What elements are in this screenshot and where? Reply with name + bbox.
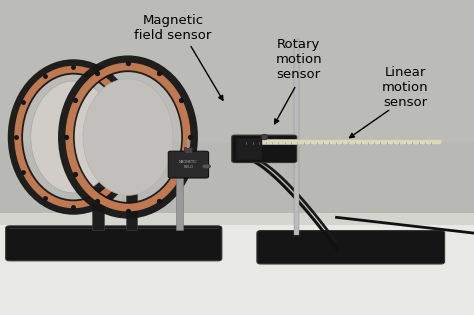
FancyBboxPatch shape	[6, 226, 222, 261]
Text: Rotary
motion
sensor: Rotary motion sensor	[275, 38, 322, 81]
Bar	[0, 213, 474, 225]
Text: MAGNETIC
FIELD: MAGNETIC FIELD	[179, 160, 198, 169]
Bar	[250, 144, 296, 150]
Bar	[176, 176, 183, 230]
Bar	[92, 173, 104, 230]
Ellipse shape	[261, 134, 268, 140]
Text: Linear
motion
sensor: Linear motion sensor	[382, 66, 428, 109]
Bar	[184, 147, 192, 153]
Bar	[236, 138, 262, 160]
Bar	[237, 139, 441, 144]
Bar	[0, 0, 474, 142]
Bar	[0, 0, 474, 220]
Bar	[92, 180, 137, 186]
FancyBboxPatch shape	[232, 135, 297, 163]
Bar	[294, 39, 299, 235]
Bar	[126, 173, 137, 230]
Text: Magnetic
field sensor: Magnetic field sensor	[134, 14, 212, 42]
Ellipse shape	[83, 79, 173, 195]
FancyBboxPatch shape	[257, 231, 445, 264]
Ellipse shape	[31, 81, 116, 193]
FancyBboxPatch shape	[168, 151, 209, 178]
Ellipse shape	[202, 164, 210, 169]
Bar	[0, 214, 474, 315]
